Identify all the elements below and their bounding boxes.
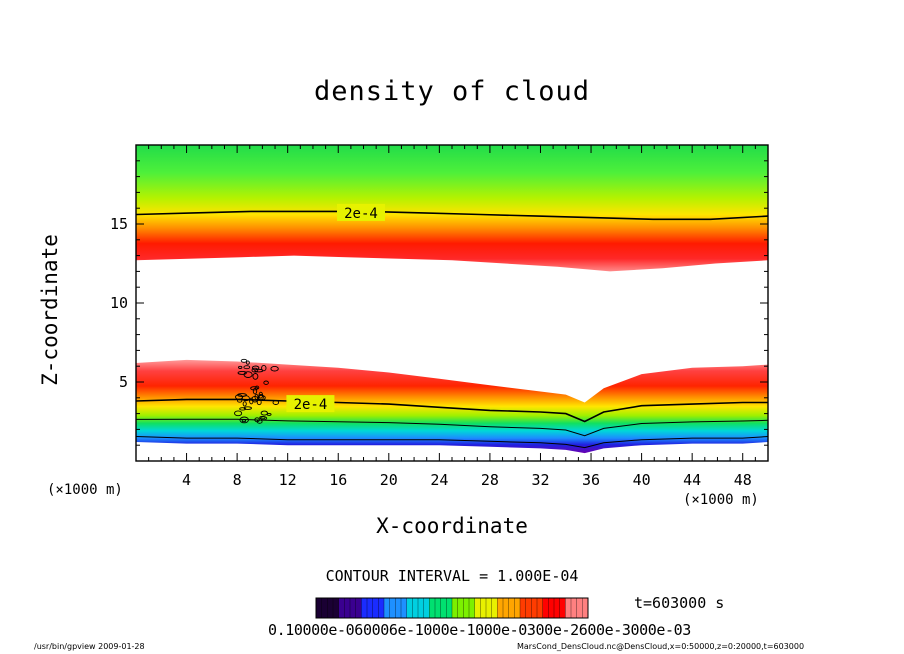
colorbar-swatch bbox=[384, 598, 408, 618]
noise-contour bbox=[239, 416, 249, 424]
x-tick-label: 48 bbox=[734, 471, 752, 489]
x-axis-label: X-coordinate bbox=[0, 514, 904, 538]
upper-cloud-layer bbox=[136, 145, 768, 272]
noise-contour bbox=[243, 406, 252, 410]
x-tick-label: 4 bbox=[182, 471, 191, 489]
colorbar-frame bbox=[315, 597, 589, 619]
colorbar-swatch bbox=[338, 598, 362, 618]
noise-contour bbox=[251, 395, 259, 403]
colorbar-swatch bbox=[542, 598, 566, 618]
x-tick-label: 16 bbox=[329, 471, 347, 489]
chart-title: density of cloud bbox=[313, 76, 591, 107]
x-tick-label: 24 bbox=[430, 471, 448, 489]
footer-right: MarsCond_DensCloud.nc@DensCloud,x=0:5000… bbox=[517, 642, 805, 651]
noise-contour bbox=[270, 365, 279, 372]
lower-cloud-layer bbox=[136, 359, 768, 454]
noise-contour bbox=[241, 395, 250, 402]
contour-label-bg bbox=[286, 395, 335, 413]
colorbar-swatch bbox=[316, 598, 340, 618]
noise-contour bbox=[259, 415, 266, 420]
y-tick-label: 15 bbox=[110, 215, 128, 233]
noise-contour bbox=[272, 400, 280, 405]
noise-contour bbox=[243, 365, 251, 370]
plot-area bbox=[136, 145, 768, 454]
colorbar-swatch bbox=[406, 598, 430, 618]
x-tick-label: 12 bbox=[279, 471, 297, 489]
noise-contour bbox=[261, 364, 267, 372]
footer-left: /usr/bin/gpview 2009-01-28 bbox=[34, 642, 145, 651]
noise-contour bbox=[263, 380, 269, 385]
noise-contour bbox=[245, 360, 250, 365]
noise-contour bbox=[254, 417, 260, 423]
noise-contour bbox=[266, 412, 272, 416]
contour-interval: CONTOUR INTERVAL = 1.000E-04 bbox=[325, 567, 579, 585]
contour-noise-cluster bbox=[234, 358, 280, 424]
x-ticks: 4 8 12 16 20 24 28 32 36 40 44 48 bbox=[148, 145, 756, 489]
y-tick-label: 10 bbox=[110, 294, 128, 312]
noise-contour bbox=[252, 373, 259, 380]
noise-contour bbox=[242, 401, 247, 407]
noise-contour bbox=[241, 419, 247, 423]
x-axis-unit: (×1000 m) bbox=[683, 492, 759, 508]
colorbar bbox=[315, 597, 589, 619]
noise-contour bbox=[240, 358, 248, 363]
x-tick-label: 44 bbox=[683, 471, 701, 489]
noise-contour bbox=[234, 410, 243, 417]
y-ticks: 5 10 15 bbox=[110, 160, 768, 446]
x-tick-label: 40 bbox=[633, 471, 651, 489]
noise-contour bbox=[238, 365, 243, 369]
noise-contour bbox=[237, 398, 243, 403]
noise-contour bbox=[250, 386, 259, 391]
x-tick-label: 8 bbox=[233, 471, 242, 489]
noise-contour bbox=[237, 370, 247, 375]
y-tick-label: 5 bbox=[119, 373, 128, 391]
y-axis-unit: (×1000 m) bbox=[47, 482, 123, 498]
contour-label: 2e-4 bbox=[344, 206, 378, 222]
x-tick-label: 32 bbox=[531, 471, 549, 489]
colorbar-swatch bbox=[474, 598, 498, 618]
x-tick-label: 28 bbox=[481, 471, 499, 489]
upper-contour-line bbox=[136, 210, 768, 221]
x-tick-label: 20 bbox=[380, 471, 398, 489]
noise-contour bbox=[258, 391, 264, 399]
x-axis-label-text: X-coordinate bbox=[376, 514, 528, 538]
x-tick-label: 36 bbox=[582, 471, 600, 489]
noise-contour bbox=[254, 368, 264, 373]
noise-contour bbox=[260, 410, 268, 416]
lower-inner-contour bbox=[136, 418, 768, 437]
colorbar-swatch bbox=[452, 598, 476, 618]
noise-contour bbox=[254, 393, 259, 400]
noise-contour bbox=[252, 387, 258, 395]
contour-label: 2e-4 bbox=[294, 397, 328, 413]
time-label: t=603000 s bbox=[634, 594, 725, 612]
contour-labels: 2e-4 2e-4 bbox=[286, 203, 385, 413]
noise-contour bbox=[249, 397, 254, 405]
colorbar-tick-labels: 0.10000e-060006e-1000e-1000e-0300e-2600e… bbox=[268, 621, 691, 639]
noise-contour bbox=[251, 367, 259, 373]
contour-label-bg bbox=[336, 203, 385, 221]
lower-base-contour bbox=[136, 436, 768, 449]
